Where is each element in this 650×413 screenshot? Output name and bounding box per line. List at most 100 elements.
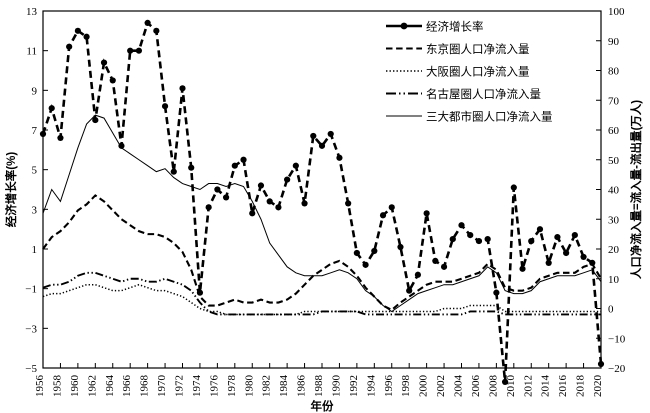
data-point-marker — [475, 237, 483, 245]
legend-item-2: 大阪圈人口净流入量 — [386, 65, 530, 79]
data-point-marker — [48, 105, 55, 112]
x-axis-tick-label: 2010 — [505, 375, 517, 398]
y-axis-right-title: 人口净流入量=流入量-流出量(万人) — [629, 100, 643, 279]
data-point-marker — [144, 19, 151, 26]
data-point-marker — [397, 243, 404, 251]
data-point-marker — [179, 85, 186, 92]
x-axis-tick-label: 2018 — [575, 375, 587, 398]
x-axis-tick-label: 1962 — [86, 375, 98, 397]
data-point-marker — [345, 200, 352, 207]
y-axis-right-tick-label: 20 — [608, 244, 620, 256]
data-point-marker — [240, 156, 247, 163]
y-axis-left-tick-label: 13 — [26, 6, 38, 18]
x-axis-tick-label: 1960 — [69, 375, 81, 398]
series-line-tokyo — [42, 194, 602, 312]
legend-label: 大阪圈人口净流入量 — [426, 65, 530, 79]
data-point-marker — [597, 360, 605, 368]
data-point-marker — [205, 204, 212, 211]
y-axis-left-tick-label: −3 — [25, 323, 37, 335]
data-point-marker — [493, 289, 500, 296]
y-axis-right-tick-label: 100 — [608, 6, 625, 18]
y-axis-right-tick-label: 70 — [608, 95, 620, 107]
x-axis-tick-label: 1966 — [121, 375, 133, 398]
x-axis-tick-label: 2000 — [418, 375, 430, 398]
x-axis-tick-label: 1992 — [348, 375, 360, 397]
legend-marker-dot — [400, 22, 408, 30]
y-axis-left-tick-label: −1 — [25, 284, 37, 296]
legend-label: 东京圈人口净流入量 — [426, 42, 530, 56]
data-point-marker — [257, 182, 265, 189]
data-point-marker — [310, 132, 317, 140]
legend-label: 三大都市圈人口净流入量 — [426, 110, 553, 124]
y-axis-right-tick-label: 10 — [608, 274, 620, 286]
data-point-marker — [135, 47, 143, 54]
x-axis-title: 年份 — [311, 399, 334, 413]
data-point-marker — [528, 237, 535, 245]
x-axis-tick-label: 2006 — [470, 375, 482, 398]
data-point-marker — [318, 142, 326, 149]
data-point-marker — [458, 222, 465, 229]
y-axis-left-tick-label: 11 — [26, 46, 37, 58]
x-axis-tick-label: 1976 — [208, 375, 220, 398]
data-point-marker — [440, 263, 448, 270]
x-axis-tick-label: 2014 — [540, 375, 552, 398]
data-point-marker — [353, 249, 360, 257]
y-axis-right-tick-label: 50 — [608, 155, 620, 167]
y-axis-right-tick-label: −20 — [608, 363, 626, 375]
x-axis-tick-label: 1988 — [313, 375, 325, 398]
data-point-marker — [545, 259, 552, 266]
data-point-marker — [388, 204, 395, 211]
data-point-marker — [83, 33, 90, 40]
data-point-marker — [275, 204, 282, 211]
data-point-marker — [327, 130, 334, 138]
data-point-marker — [371, 247, 378, 255]
x-axis-tick-label: 1978 — [226, 375, 238, 398]
y-axis-right-tick-label: 60 — [608, 125, 620, 137]
data-point-marker — [571, 232, 578, 239]
data-point-marker — [92, 116, 99, 124]
x-axis-tick-label: 1974 — [191, 375, 203, 398]
data-point-marker — [39, 130, 47, 138]
series-line-three — [42, 114, 602, 313]
data-point-marker — [66, 43, 73, 50]
legend-item-4: 三大都市圈人口净流入量 — [386, 110, 553, 124]
legend-item-0: 经济增长率 — [386, 20, 484, 34]
data-point-marker — [214, 186, 221, 193]
y-axis-right-tick-label: 90 — [608, 36, 620, 48]
x-axis-tick-label: 1984 — [278, 375, 290, 398]
x-axis-tick-label: 2012 — [522, 375, 534, 397]
data-point-marker — [161, 103, 169, 110]
data-point-marker — [501, 378, 509, 385]
x-axis-tick-label: 1970 — [156, 375, 168, 398]
x-axis-tick-label: 1972 — [174, 375, 186, 397]
series-line-nagoya — [42, 271, 601, 316]
legend-label: 名古屋圈人口净流入量 — [426, 87, 541, 101]
legend-label: 经济增长率 — [426, 20, 484, 34]
x-axis-tick-label: 2002 — [435, 375, 447, 397]
y-axis-right-tick-label: 40 — [608, 185, 620, 197]
data-point-marker — [266, 198, 273, 205]
data-point-marker — [100, 59, 108, 66]
data-point-marker — [292, 162, 299, 169]
y-axis-right-tick-label: 80 — [608, 66, 620, 78]
x-axis-tick-label: 1956 — [34, 375, 46, 398]
data-point-marker — [188, 164, 195, 171]
data-point-marker — [153, 27, 160, 34]
data-point-marker — [449, 235, 456, 243]
data-point-marker — [362, 261, 369, 268]
x-axis-tick-label: 1998 — [400, 375, 412, 398]
data-point-marker — [510, 184, 517, 191]
data-point-marker — [249, 210, 256, 217]
y-axis-right-tick-label: 0 — [608, 304, 614, 316]
data-point-marker — [580, 253, 587, 261]
data-point-marker — [57, 134, 64, 142]
x-axis-tick-label: 1958 — [51, 375, 63, 398]
x-axis-tick-label: 2004 — [453, 375, 465, 398]
y-axis-left-title: 经济增长率(%) — [4, 152, 18, 228]
x-axis-tick-label: 1994 — [365, 375, 377, 398]
x-axis-tick-label: 2016 — [557, 375, 569, 398]
data-point-marker — [406, 287, 413, 294]
y-axis-left-tick-label: 1 — [32, 244, 38, 256]
x-axis-tick-label: 1982 — [261, 375, 273, 397]
